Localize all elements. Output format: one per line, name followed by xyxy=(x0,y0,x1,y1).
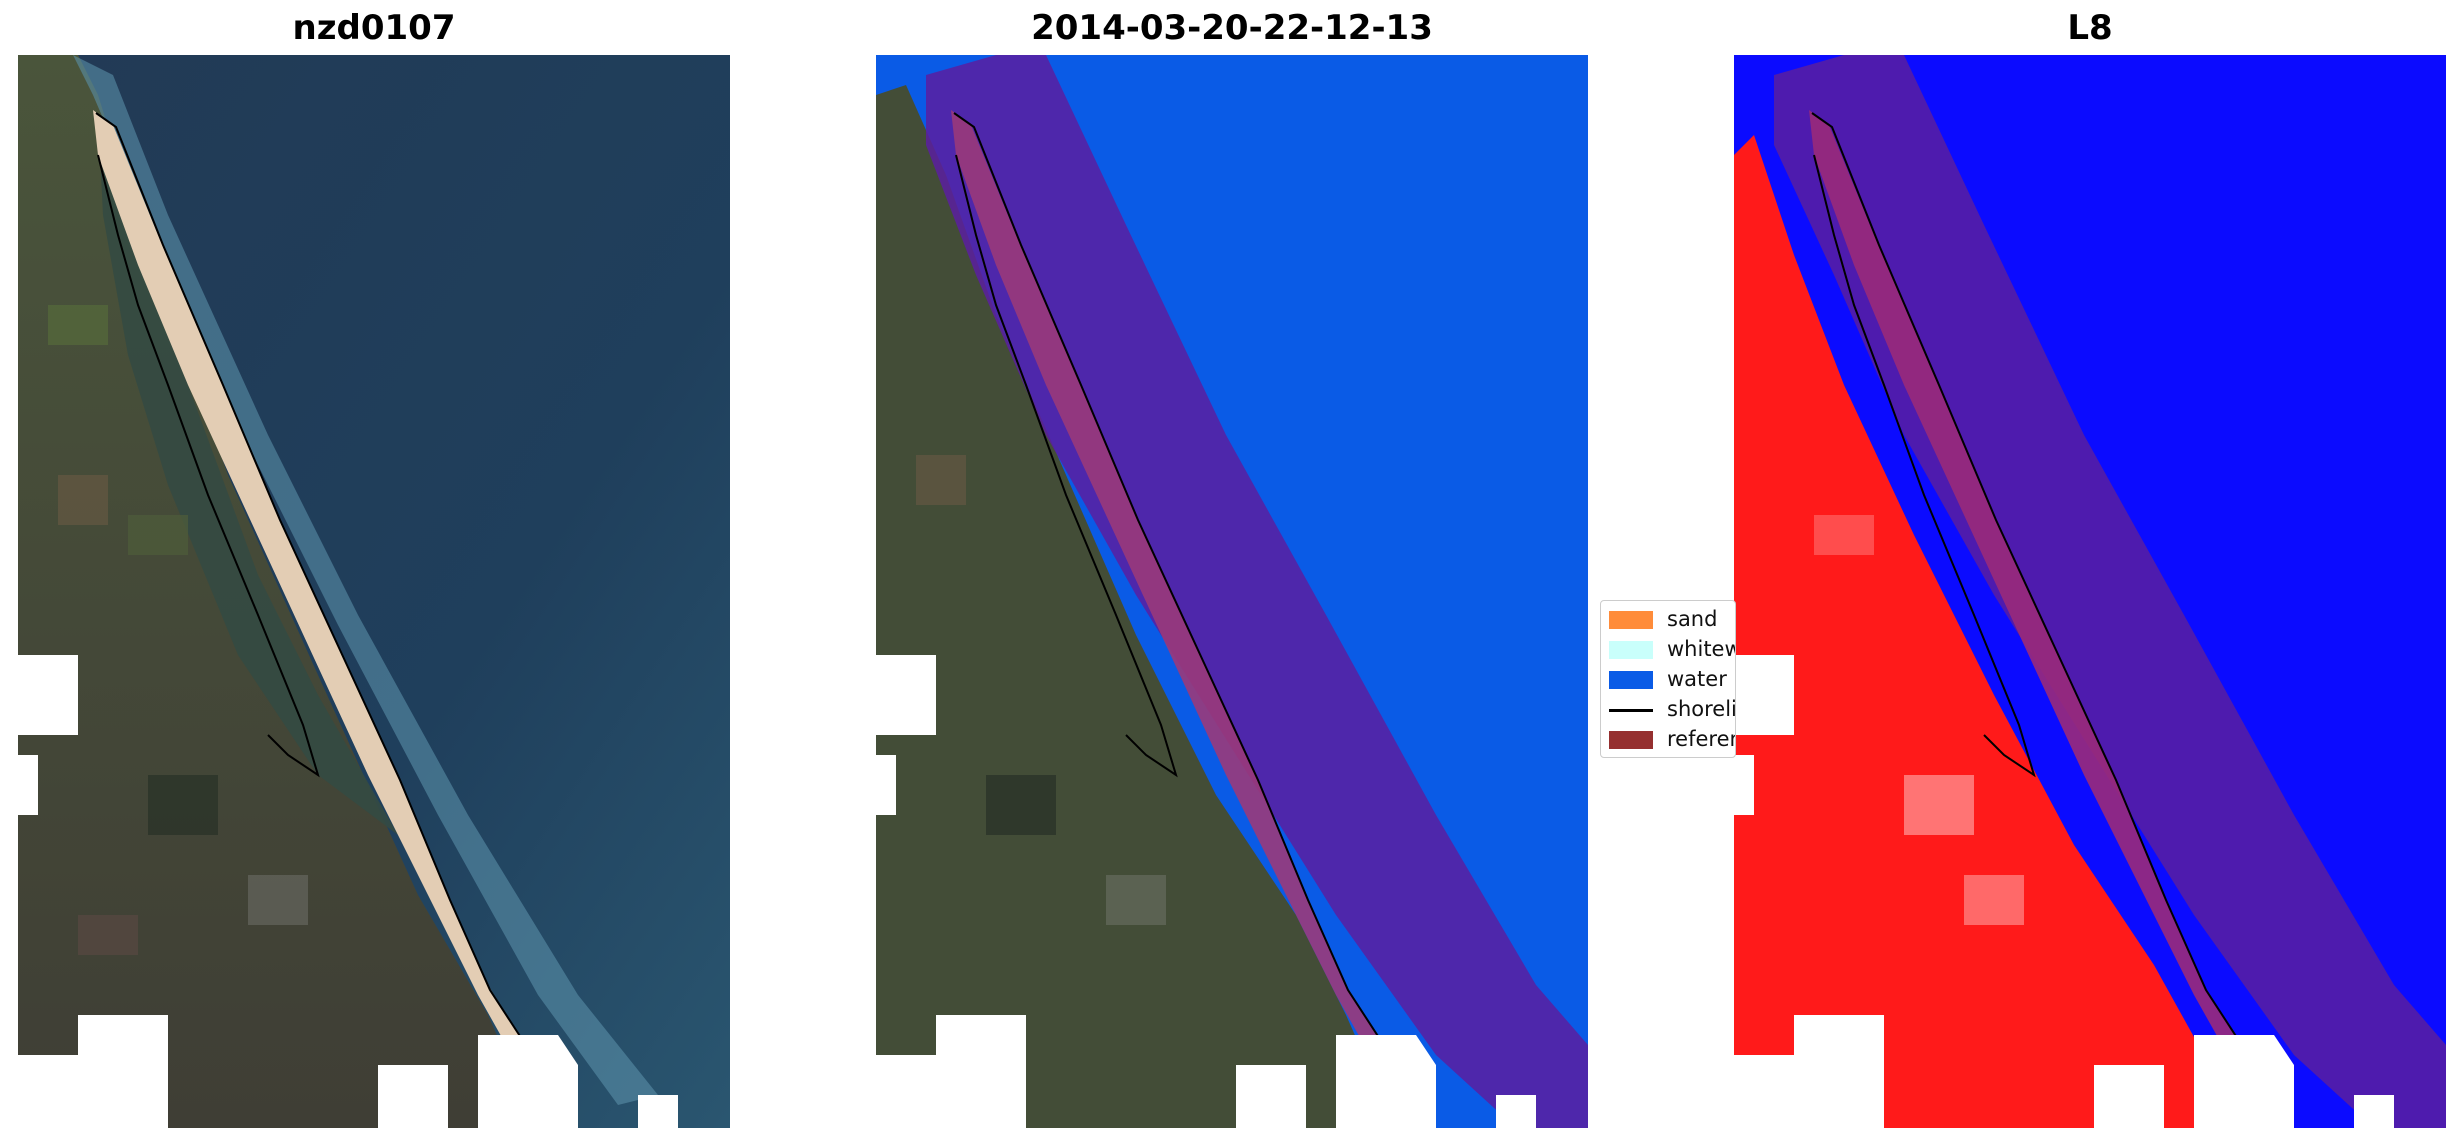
panel-title-rgb: nzd0107 xyxy=(292,8,456,48)
legend-swatch-shoreline xyxy=(1609,701,1653,719)
panel-title-index: L8 xyxy=(2067,8,2113,48)
legend-swatch-sand xyxy=(1609,611,1653,629)
legend-item-reference: reference xyxy=(1609,725,1735,753)
index-image xyxy=(1734,55,2446,1128)
legend-label-shoreline: shoreline xyxy=(1667,697,1735,721)
panel-title-classification: 2014-03-20-22-12-13 xyxy=(1031,8,1433,48)
index-panel xyxy=(1734,55,2446,1128)
legend-item-water: water xyxy=(1609,665,1727,693)
classification-panel xyxy=(876,55,1588,1128)
classification-image xyxy=(876,55,1588,1128)
rgb-satellite-image xyxy=(18,55,730,1128)
rgb-image-panel xyxy=(18,55,730,1128)
legend-label-water: water xyxy=(1667,667,1727,691)
legend-swatch-reference xyxy=(1609,731,1653,749)
legend-swatch-water xyxy=(1609,671,1653,689)
legend-label-reference: reference xyxy=(1667,727,1735,751)
legend-item-shoreline: shoreline xyxy=(1609,695,1735,723)
legend-label-sand: sand xyxy=(1667,607,1718,631)
legend-item-sand: sand xyxy=(1609,605,1717,633)
legend-swatch-whitewater xyxy=(1609,641,1653,659)
